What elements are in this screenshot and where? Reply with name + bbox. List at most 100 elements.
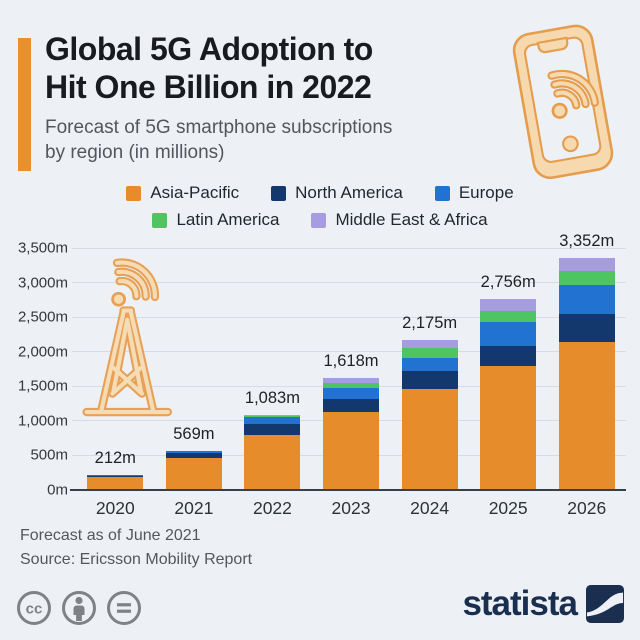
bar-segment-asia-pacific	[401, 389, 458, 490]
legend-label: Middle East & Africa	[335, 210, 488, 229]
cc-license-badges[interactable]: cc	[14, 588, 144, 628]
legend-row: Latin America Middle East & Africa	[152, 210, 488, 230]
bar-total-label: 2,756m	[480, 273, 536, 292]
bar-segment-north-america	[401, 371, 458, 390]
bar-segment-europe	[323, 388, 380, 400]
bar-segment-europe	[480, 322, 537, 346]
legend-swatch	[271, 185, 287, 201]
bars-container: 212m 569m 1,083m 1,618m 2,175m 2,756m 3,352m	[76, 232, 626, 490]
gridline	[72, 351, 626, 353]
gridline	[72, 316, 626, 318]
legend-item: North America	[271, 183, 403, 203]
bar-column: 212m	[76, 248, 155, 490]
title-line-2: Hit One Billion in 2022	[45, 69, 372, 105]
bar-segment-europe	[165, 450, 222, 453]
y-tick-label: 3,000m	[17, 274, 68, 292]
y-tick-label: 2,000m	[17, 343, 68, 361]
bar-stack	[480, 299, 537, 490]
bar-segment-latin-america	[480, 311, 537, 323]
bar-stack	[165, 450, 222, 490]
bar-segment-north-america	[323, 399, 380, 412]
bar-segment-asia-pacific	[165, 457, 222, 490]
legend-label: Asia-Pacific	[150, 183, 240, 202]
y-axis: 3,500m 3,000m 2,500m 2,000m 1,500m 1,000m 500m…	[14, 240, 68, 499]
legend-swatch	[126, 185, 142, 201]
gridline	[72, 282, 626, 284]
bar-segment-asia-pacific	[558, 342, 615, 490]
bar-segment-europe	[401, 357, 458, 372]
x-tick-label: 2024	[410, 498, 450, 518]
bar-total-label: 569m	[173, 424, 215, 443]
stacked-bar-chart: 3,500m 3,000m 2,500m 2,000m 1,500m 1,000m 500m…	[14, 232, 628, 548]
legend-label: Europe	[458, 183, 514, 202]
y-tick-label: 500m	[30, 446, 68, 464]
y-tick-label: 0m	[47, 481, 68, 499]
legend-swatch	[152, 212, 168, 228]
bar-total-label: 2,175m	[402, 313, 458, 332]
svg-text:cc: cc	[26, 601, 43, 618]
x-axis-labels: 2020 2021 2022 2023 2024 2025 2026	[76, 498, 626, 519]
legend-swatch	[311, 212, 327, 228]
y-tick-label: 1,500m	[17, 377, 68, 395]
x-tick-label: 2020	[95, 498, 135, 518]
chart-legend: Asia-Pacific North America Europe Latin Ame…	[0, 183, 640, 230]
bar-total-label: 1,083m	[244, 389, 300, 408]
title-accent-bar	[18, 38, 31, 171]
bar-column: 2,175m	[390, 248, 469, 490]
x-tick-label: 2025	[488, 498, 528, 518]
bar-segment-asia-pacific	[244, 434, 301, 490]
bar-total-label: 3,352m	[559, 232, 615, 251]
bar-segment-north-america	[558, 314, 615, 343]
bar-segment-europe	[244, 417, 301, 425]
bar-stack	[87, 475, 144, 490]
cell-tower-wifi-icon	[82, 258, 173, 417]
legend-item: Latin America	[152, 210, 279, 230]
bar-segment-middle-east-africa	[558, 258, 615, 272]
bar-column: 1,618m	[312, 248, 391, 490]
bar-segment-europe	[558, 284, 615, 315]
legend-item: Middle East & Africa	[311, 210, 488, 230]
bar-segment-latin-america	[558, 271, 615, 285]
source-note: Source: Ericsson Mobility Report	[20, 551, 253, 568]
bar-segment-middle-east-africa	[244, 415, 301, 416]
cc-icon[interactable]: cc	[14, 588, 54, 628]
page-title: Global 5G Adoption to Hit One Billion in…	[45, 30, 495, 106]
bar-column: 3,352m	[547, 232, 626, 490]
bar-segment-latin-america	[323, 382, 380, 389]
bar-segment-north-america	[87, 475, 144, 477]
x-tick-label: 2026	[567, 498, 607, 518]
bar-segment-latin-america	[244, 415, 301, 418]
statista-logo[interactable]: statista	[462, 584, 624, 624]
forecast-note: Forecast as of June 2021	[20, 527, 201, 544]
bar-stack	[244, 415, 301, 490]
bar-column: 2,756m	[469, 248, 548, 490]
bar-stack	[323, 378, 380, 490]
page-subtitle: Forecast of 5G smartphone subscriptions …	[45, 115, 495, 165]
bar-segment-north-america	[165, 452, 222, 458]
bar-segment-asia-pacific	[480, 365, 537, 490]
x-tick-label: 2023	[331, 498, 371, 518]
bar-column: 1,083m	[233, 248, 312, 490]
statista-logo-text: statista	[462, 584, 578, 623]
cc-by-icon[interactable]	[59, 588, 99, 628]
bar-segment-asia-pacific	[323, 411, 380, 490]
gridline	[72, 247, 626, 249]
subtitle-line-1: Forecast of 5G smartphone subscriptions	[45, 117, 393, 138]
y-tick-label: 1,000m	[17, 412, 68, 430]
bar-segment-latin-america	[401, 347, 458, 358]
x-tick-label: 2021	[174, 498, 214, 518]
bar-segment-middle-east-africa	[480, 299, 537, 312]
bar-segment-asia-pacific	[87, 476, 144, 490]
statista-logo-mark	[586, 585, 624, 623]
bar-stack	[558, 258, 615, 490]
cc-nd-icon[interactable]	[104, 588, 144, 628]
title-line-1: Global 5G Adoption to	[45, 31, 373, 67]
legend-label: North America	[295, 183, 403, 202]
x-tick-label: 2022	[252, 498, 292, 518]
bar-segment-north-america	[480, 345, 537, 366]
smartphone-wifi-icon	[512, 24, 614, 180]
bar-total-label: 212m	[94, 449, 136, 468]
y-tick-label: 3,500m	[17, 239, 68, 257]
plot-area: 212m 569m 1,083m 1,618m 2,175m 2,756m 3,352m	[70, 232, 626, 491]
subtitle-line-2: by region (in millions)	[45, 142, 225, 163]
